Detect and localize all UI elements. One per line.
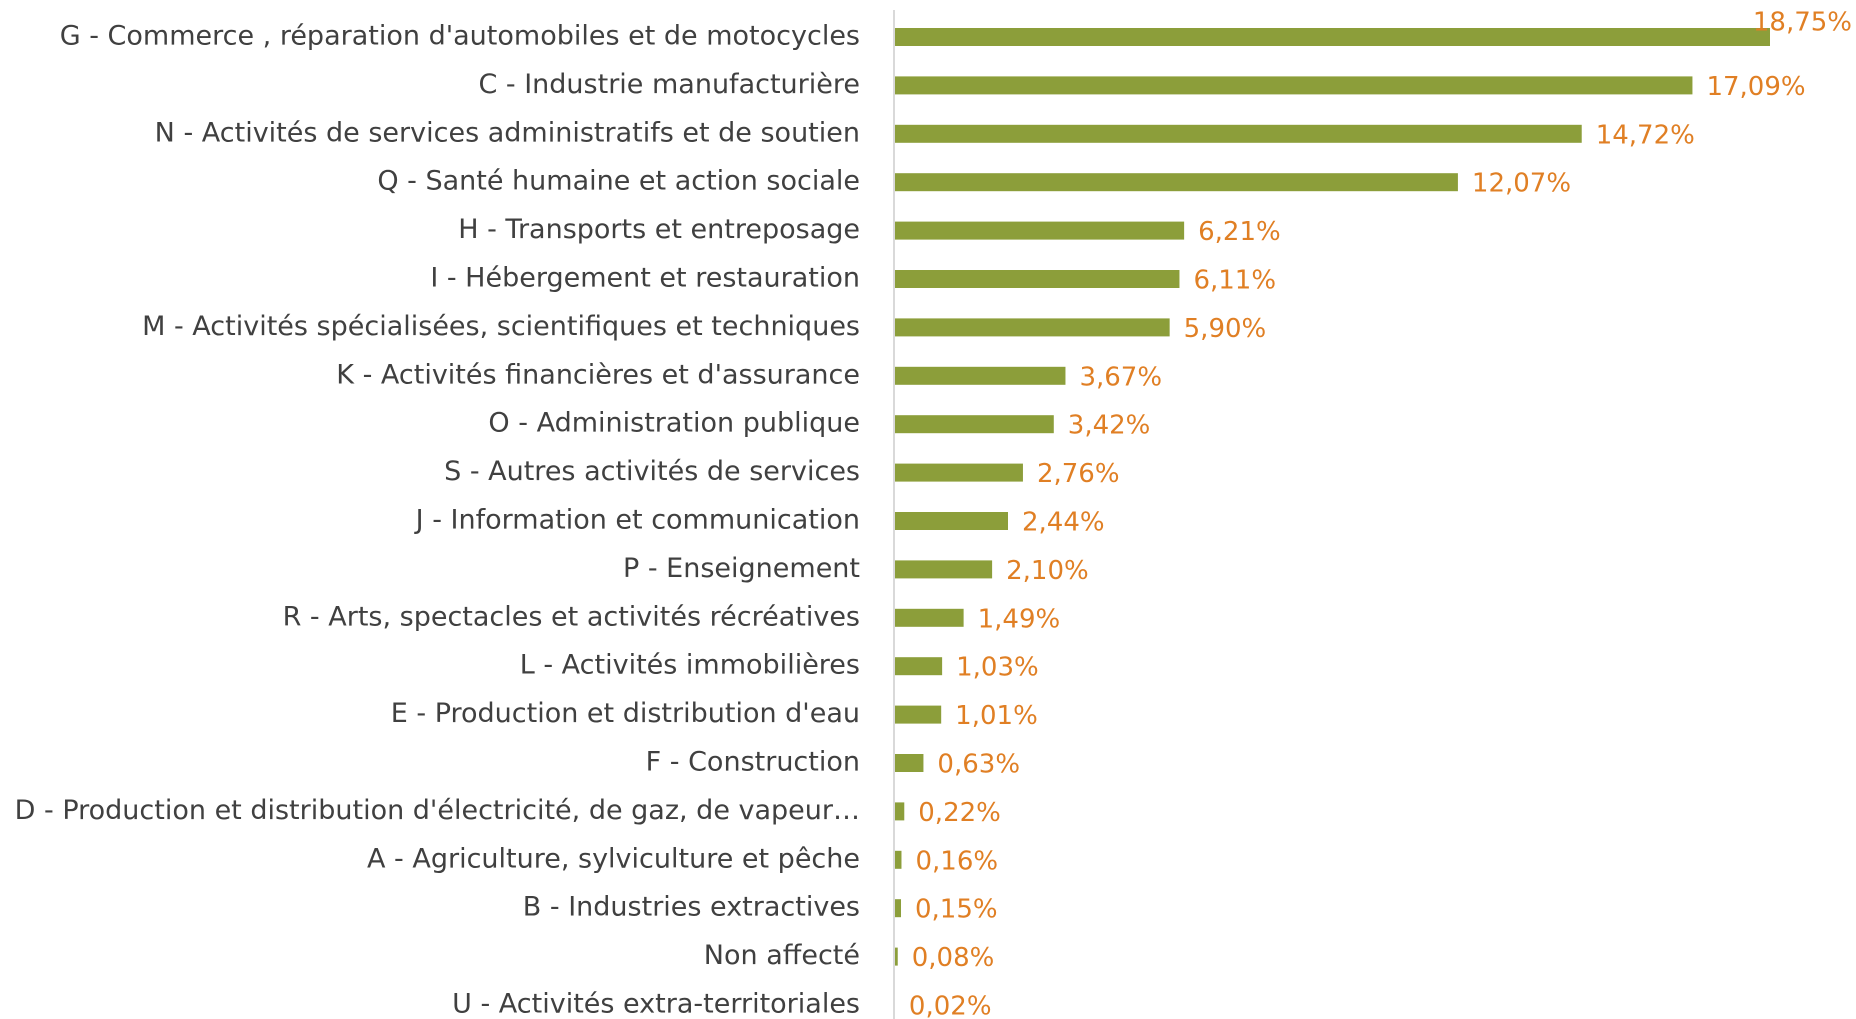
category-label: D - Production et distribution d'électri… [15,795,860,826]
bar [895,705,942,724]
category-label: P - Enseignement [623,553,860,584]
bar [895,318,1170,337]
bar [895,512,1008,530]
value-label: 2,76% [1037,459,1120,489]
bar [895,270,1180,288]
value-label: 6,11% [1193,266,1276,296]
bar [895,173,1458,192]
bar [895,657,943,676]
value-label: 3,67% [1079,362,1162,392]
category-label: N - Activités de services administratifs… [155,117,860,148]
bar [895,366,1066,385]
category-label: E - Production et distribution d'eau [391,698,860,729]
value-label: 17,09% [1706,72,1805,102]
bar [895,221,1185,240]
value-label: 3,42% [1068,411,1151,441]
bar [895,415,1054,434]
category-label: S - Autres activités de services [444,456,860,487]
category-label: I - Hébergement et restauration [430,263,860,294]
value-label: 0,02% [909,992,992,1019]
category-label: C - Industrie manufacturière [478,69,860,100]
value-label: 2,44% [1022,508,1105,538]
category-label: R - Arts, spectacles et activités récréa… [283,601,860,632]
value-label: 2,10% [1006,556,1089,586]
value-label: 6,21% [1198,217,1281,247]
bar [895,124,1582,143]
bar [895,28,1770,46]
category-label: J - Information et communication [414,505,860,536]
bar [895,560,993,579]
category-label: L - Activités immobilières [520,650,860,681]
category-label: U - Activités extra-territoriales [452,989,860,1019]
bar [895,850,902,869]
category-label: A - Agriculture, sylviculture et pêche [367,843,860,874]
value-label: 0,63% [937,750,1020,780]
category-label: O - Administration publique [488,408,860,439]
bar [895,802,905,821]
category-label: B - Industries extractives [523,892,860,923]
value-label: 0,08% [912,943,995,973]
value-label: 14,72% [1596,120,1695,150]
bar [895,754,924,772]
value-label: 1,49% [978,604,1061,634]
value-label: 1,01% [955,701,1038,731]
value-label: 1,03% [956,653,1039,683]
value-label: 5,90% [1184,314,1267,344]
category-label: M - Activités spécialisées, scientifique… [142,311,860,342]
value-label: 0,22% [918,798,1001,828]
category-label: G - Commerce , réparation d'automobiles … [60,21,860,52]
category-label: Non affecté [704,940,860,971]
category-label: F - Construction [646,747,860,778]
value-label: 12,07% [1472,169,1571,199]
bar [895,463,1023,482]
bar [895,608,964,627]
category-label: K - Activités financières et d'assurance [336,359,860,390]
value-label: 0,15% [915,895,998,925]
value-label: 0,16% [915,846,998,876]
bar [895,947,898,966]
value-label: 18,75% [1753,8,1852,38]
bar [895,899,902,918]
category-label: Q - Santé humaine et action sociale [377,166,860,197]
bar [895,76,1693,95]
category-label: H - Transports et entreposage [458,214,860,245]
